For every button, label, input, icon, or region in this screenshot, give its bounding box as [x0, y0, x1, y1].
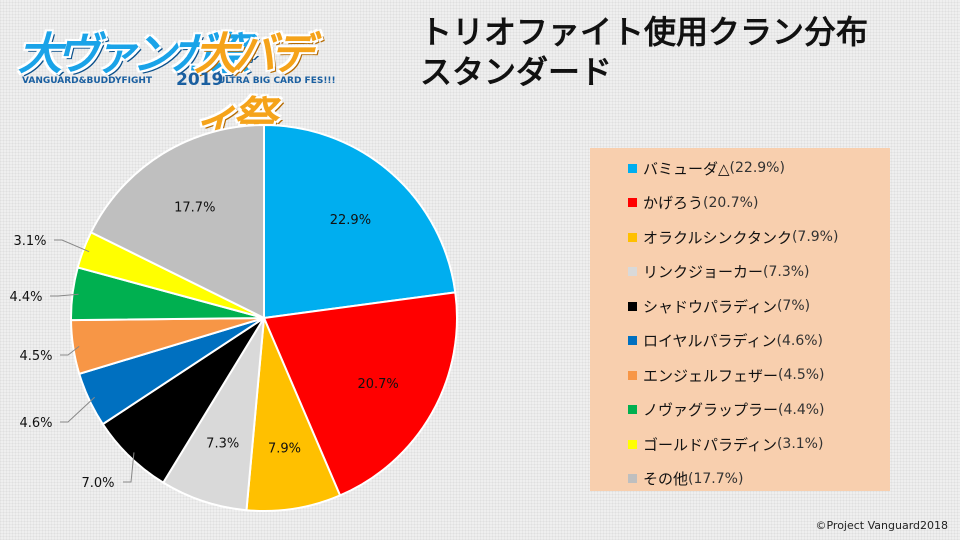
legend-item: ノヴァグラップラー (4.4%)	[628, 400, 825, 420]
legend-label: リンクジョーカー	[643, 263, 764, 281]
copyright-notice: ©Project Vanguard2018	[815, 519, 948, 532]
pie-slice-1	[262, 291, 458, 497]
legend-percent: (7.9%)	[791, 229, 839, 245]
legend-percent: (4.6%)	[776, 332, 824, 349]
legend-label: ノヴァグラップラー	[643, 401, 779, 419]
legend-item: エンジェルフェザー (4.5%)	[628, 365, 825, 385]
event-logo: 大ヴァンガ祭 大バディ祭 VANGUARD&BUDDYFIGHT 2019 UL…	[18, 18, 338, 144]
leader-line-6	[60, 345, 80, 356]
leader-line-8	[54, 239, 90, 253]
page-title: トリオファイト使用クラン分布 スタンダード	[420, 12, 868, 92]
data-label-1: 20.7%	[357, 377, 398, 392]
legend-percent: (4.5%)	[778, 367, 825, 383]
legend-item: その他 (17.7%)	[628, 469, 743, 489]
chart-legend: バミューダ△ (22.9%) かげろう (20.7%) オラクルシンクタンク (7.9%)…	[590, 148, 890, 491]
legend-label: ゴールドパラディン	[643, 435, 777, 454]
legend-item: かげろう (20.7%)	[628, 193, 758, 213]
legend-percent: (7.3%)	[763, 263, 810, 280]
legend-label: その他	[643, 470, 689, 488]
legend-percent: (3.1%)	[776, 436, 824, 452]
data-label-0: 22.9%	[330, 213, 371, 228]
data-label-3: 7.3%	[206, 437, 239, 452]
legend-swatch	[628, 439, 637, 449]
title-line-1: トリオファイト使用クラン分布	[420, 13, 869, 51]
legend-swatch	[628, 232, 637, 242]
legend-item: ゴールドパラディン (3.1%)	[628, 434, 823, 454]
legend-swatch	[628, 474, 637, 483]
legend-swatch	[628, 370, 637, 380]
legend-percent: (17.7%)	[688, 470, 744, 487]
legend-percent: (22.9%)	[729, 160, 785, 176]
legend-percent: (4.4%)	[778, 401, 825, 418]
title-line-2: スタンダード	[420, 53, 613, 91]
legend-item: バミューダ△ (22.9%)	[628, 158, 785, 178]
pie-slice-9	[89, 123, 265, 320]
legend-label: バミューダ△	[643, 159, 730, 178]
legend-item: ロイヤルパラディン (4.6%)	[628, 331, 823, 351]
legend-item: シャドウパラディン (7%)	[628, 296, 810, 316]
legend-swatch	[628, 163, 637, 173]
legend-swatch	[628, 267, 637, 276]
legend-label: シャドウパラディン	[643, 297, 777, 316]
logo-year: 2019	[176, 70, 224, 90]
data-label-7: 4.4%	[9, 290, 42, 305]
leader-line-7	[50, 293, 79, 297]
legend-item: リンクジョーカー (7.3%)	[628, 262, 810, 282]
data-label-2: 7.9%	[268, 442, 301, 457]
data-label-5: 4.6%	[19, 416, 52, 431]
data-label-4: 7.0%	[81, 476, 114, 491]
pie-slice-2	[245, 317, 342, 512]
legend-item: オラクルシンクタンク (7.9%)	[628, 227, 838, 247]
legend-label: かげろう	[643, 194, 704, 212]
legend-percent: (7%)	[776, 298, 811, 314]
legend-percent: (20.7%)	[703, 194, 759, 211]
legend-label: ロイヤルパラディン	[643, 332, 777, 350]
legend-label: オラクルシンクタンク	[643, 228, 792, 247]
leader-line-4	[123, 452, 135, 483]
vanguard-festival-logo-text: 大ヴァンガ祭	[18, 29, 252, 80]
pie-slice-0	[263, 123, 457, 320]
logo-subtitle-right: ULTRA BIG CARD FES!!!	[218, 76, 336, 86]
legend-swatch	[628, 198, 637, 207]
legend-label: エンジェルフェザー	[643, 366, 779, 385]
data-label-6: 4.5%	[19, 349, 52, 364]
data-label-8: 3.1%	[13, 234, 46, 249]
logo-subtitle-left: VANGUARD&BUDDYFIGHT	[22, 76, 153, 86]
legend-swatch	[628, 405, 637, 414]
data-label-9: 17.7%	[174, 200, 215, 215]
legend-swatch	[628, 301, 637, 311]
leader-line-5	[60, 396, 95, 423]
legend-swatch	[628, 336, 637, 345]
